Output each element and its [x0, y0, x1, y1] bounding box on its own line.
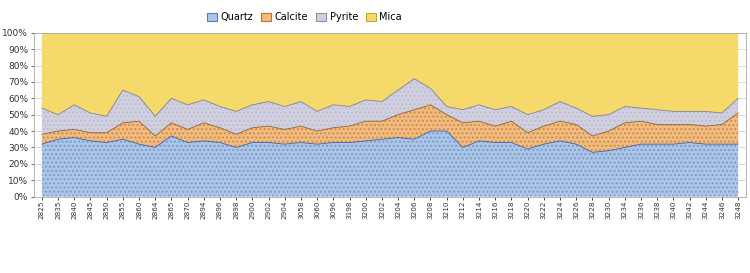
Legend: Quartz, Calcite, Pyrite, Mica: Quartz, Calcite, Pyrite, Mica — [203, 8, 406, 26]
